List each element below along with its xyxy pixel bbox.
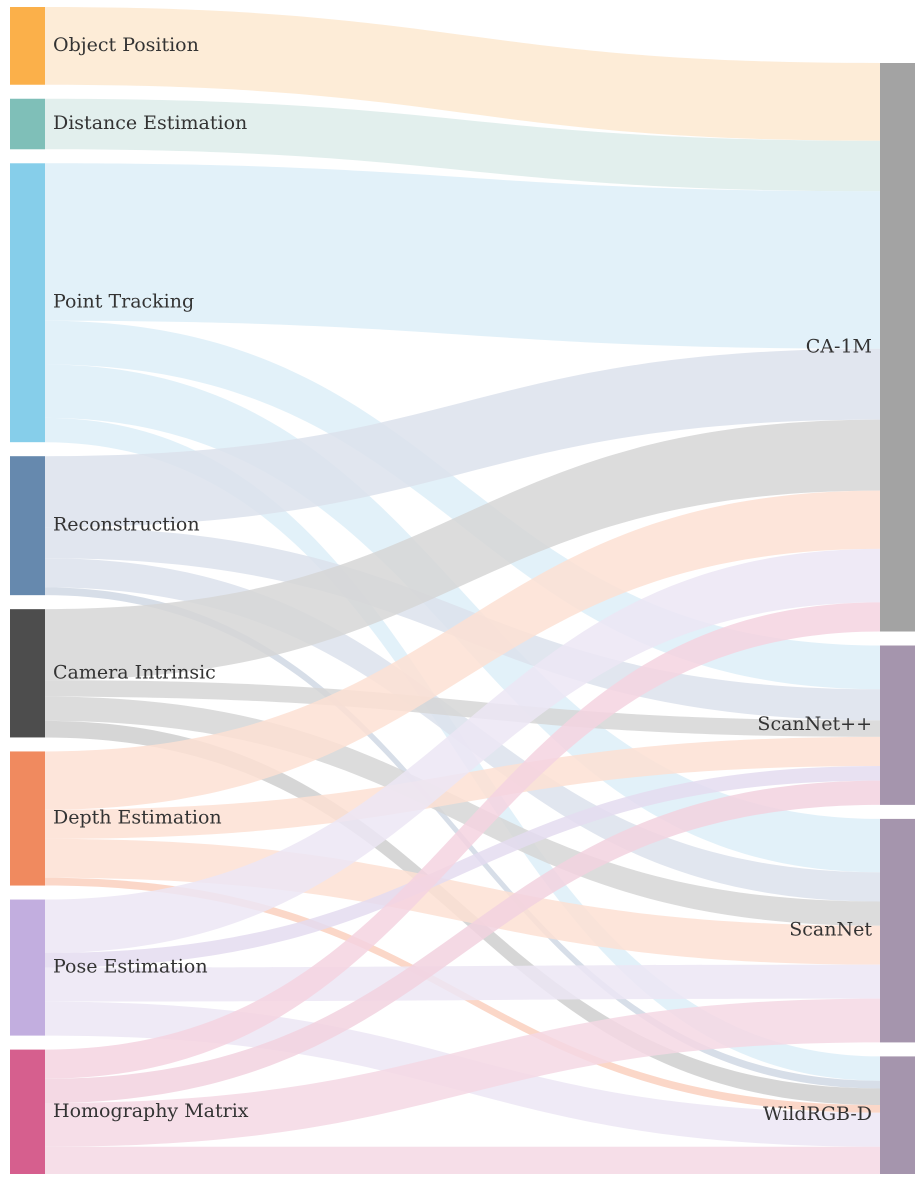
source-node-reconstruction[interactable] [10,456,45,596]
source-label-distance_estimation: Distance Estimation [53,112,247,134]
link-pose_estimation-to-scannetpp[interactable] [45,766,880,968]
sankey-labels: Object Position Distance Estimation Point … [53,34,872,1125]
target-node-wildrgbd[interactable] [880,1056,915,1174]
link-depth_estimation-to-ca1m[interactable] [45,490,880,810]
source-label-object_position: Object Position [53,34,199,56]
link-camera_intrinsic-to-scannetpp[interactable] [45,680,880,737]
source-node-pose_estimation[interactable] [10,899,45,1036]
link-pose_estimation-to-ca1m[interactable] [45,548,880,954]
link-point_tracking-to-scannetpp[interactable] [45,320,880,690]
source-node-distance_estimation[interactable] [10,98,45,150]
link-point_tracking-to-ca1m[interactable] [45,163,880,349]
link-homography_matrix-to-scannet[interactable] [45,998,880,1147]
sankey-nodes [10,7,915,1174]
source-node-point_tracking[interactable] [10,163,45,443]
source-node-object_position[interactable] [10,7,45,85]
link-camera_intrinsic-to-ca1m[interactable] [45,419,880,681]
target-label-scannet: ScanNet [789,919,872,941]
target-label-wildrgbd: WildRGB-D [763,1103,872,1125]
target-label-scannetpp: ScanNet++ [757,713,872,735]
source-label-camera_intrinsic: Camera Intrinsic [53,661,216,683]
source-label-reconstruction: Reconstruction [53,514,200,536]
link-homography_matrix-to-wildrgbd[interactable] [45,1146,880,1174]
source-label-pose_estimation: Pose Estimation [53,956,208,978]
link-camera_intrinsic-to-scannet[interactable] [45,696,880,926]
link-reconstruction-to-ca1m[interactable] [45,348,880,528]
source-node-depth_estimation[interactable] [10,751,45,886]
source-label-depth_estimation: Depth Estimation [53,806,222,828]
link-depth_estimation-to-scannetpp[interactable] [45,736,880,839]
target-node-ca1m[interactable] [880,63,915,632]
target-label-ca1m: CA-1M [806,335,872,357]
sankey-links [45,7,880,1174]
link-pose_estimation-to-scannet[interactable] [45,964,880,1002]
link-homography_matrix-to-scannetpp[interactable] [45,780,880,1104]
source-node-camera_intrinsic[interactable] [10,609,45,738]
source-label-homography_matrix: Homography Matrix [53,1100,249,1122]
link-distance_estimation-to-ca1m[interactable] [45,98,880,192]
source-node-homography_matrix[interactable] [10,1049,45,1174]
link-object_position-to-ca1m[interactable] [45,7,880,141]
target-node-scannet[interactable] [880,818,915,1043]
source-label-point_tracking: Point Tracking [53,291,194,313]
target-node-scannetpp[interactable] [880,645,915,805]
link-homography_matrix-to-ca1m[interactable] [45,602,880,1079]
